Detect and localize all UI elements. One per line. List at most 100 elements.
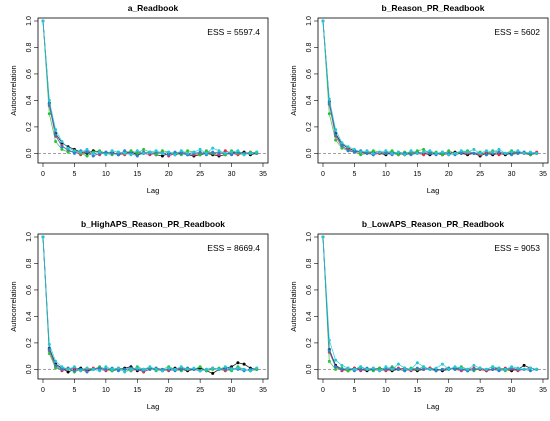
series-point-5: [516, 366, 520, 370]
series-point-5: [440, 150, 444, 154]
series-point-3: [66, 150, 70, 154]
series-point-4: [217, 151, 221, 155]
series-point-5: [428, 367, 432, 371]
acf-panel-3: 0 5 10 15 20 25 30 35 0.0 0.2 0.4 0.6 0.8 1.0 b_HighAP…: [9, 219, 269, 411]
series-point-5: [98, 150, 102, 154]
y-tick-label: 1.0: [306, 16, 313, 26]
series-point-5: [154, 149, 158, 153]
series-point-3: [327, 112, 331, 116]
y-tick-label: 0.0: [26, 148, 33, 158]
series-point-4: [148, 367, 152, 371]
x-axis-label: Lag: [147, 186, 160, 195]
x-tick-label: 25: [476, 171, 484, 178]
series-line-4: [42, 236, 257, 373]
series-point-4: [72, 151, 76, 155]
series-point-4: [98, 366, 102, 370]
x-axis-label: Lag: [427, 186, 440, 195]
series-point-3: [390, 149, 394, 153]
series-point-3: [47, 352, 51, 355]
series-point-5: [85, 147, 89, 151]
series-point-5: [142, 367, 146, 371]
series-point-5: [340, 141, 344, 145]
series-point-5: [453, 365, 457, 369]
series-point-5: [54, 128, 58, 132]
series-point-4: [359, 367, 363, 371]
series-point-4: [110, 151, 114, 155]
series-point-5: [129, 153, 133, 157]
series-point-5: [54, 359, 58, 363]
series-point-5: [47, 342, 51, 346]
x-tick-label: 15: [133, 387, 141, 394]
series-point-5: [154, 367, 158, 371]
series-line-4: [322, 236, 537, 372]
x-tick-label: 5: [72, 387, 76, 394]
series-point-3: [334, 367, 338, 371]
series-point-5: [116, 150, 120, 154]
x-tick-label: 35: [539, 387, 547, 394]
series-point-5: [346, 366, 350, 370]
series-point-4: [123, 367, 127, 371]
series-point-3: [378, 366, 382, 370]
series-point-4: [340, 143, 344, 147]
series-point-1: [66, 370, 70, 374]
series-point-5: [236, 366, 240, 370]
series-point-3: [422, 147, 426, 151]
series-point-4: [211, 150, 215, 154]
series-line-4: [322, 20, 537, 156]
y-tick-label: 1.0: [26, 232, 33, 242]
series-point-5: [217, 149, 221, 153]
series-point-1: [236, 361, 240, 365]
x-tick-label: 35: [259, 387, 267, 394]
y-tick-label: 1.0: [26, 16, 33, 26]
series-point-5: [422, 365, 426, 369]
series-point-5: [110, 149, 114, 153]
series-line-5: [42, 20, 257, 156]
series-point-5: [384, 149, 388, 153]
series-point-5: [415, 151, 419, 155]
x-tick-label: 20: [165, 387, 173, 394]
series-point-5: [459, 366, 463, 370]
series-point-5: [522, 367, 526, 371]
series-point-5: [142, 151, 146, 155]
series-point-4: [85, 150, 89, 154]
series-point-5: [204, 151, 208, 155]
series-point-1: [160, 154, 164, 158]
series-point-5: [192, 366, 196, 370]
series-point-5: [179, 149, 183, 153]
series-point-5: [434, 151, 438, 155]
series-point-4: [528, 369, 532, 373]
series-line-3: [42, 20, 257, 157]
series-line-2: [42, 236, 257, 373]
series-point-1: [242, 362, 246, 366]
x-tick-label: 0: [321, 171, 325, 178]
y-axis-label: Autocorrelation: [289, 65, 298, 115]
series-point-5: [104, 365, 108, 369]
ess-annotation: ESS = 5597.4: [207, 27, 260, 37]
series-point-5: [378, 150, 382, 154]
series-point-5: [352, 147, 356, 151]
y-axis-label: Autocorrelation: [9, 65, 18, 115]
series-line-5: [42, 236, 257, 373]
series-point-5: [91, 367, 95, 371]
series-point-3: [327, 359, 331, 363]
x-tick-label: 0: [321, 387, 325, 394]
series-point-5: [510, 150, 514, 154]
series-point-2: [422, 153, 426, 157]
series-point-5: [230, 150, 234, 154]
x-tick-label: 0: [41, 171, 45, 178]
series-point-4: [396, 367, 400, 371]
series-point-5: [528, 366, 532, 370]
series-point-4: [85, 370, 89, 374]
series-point-5: [135, 366, 139, 370]
series-point-5: [60, 140, 64, 143]
series-point-5: [371, 151, 375, 155]
series-point-4: [384, 151, 388, 155]
x-tick-label: 20: [165, 171, 173, 178]
x-tick-label: 30: [508, 387, 516, 394]
series-point-3: [340, 146, 344, 150]
series-point-5: [365, 149, 369, 153]
series-point-4: [440, 367, 444, 371]
y-tick-label: 0.2: [306, 122, 313, 132]
series-point-5: [484, 149, 488, 153]
